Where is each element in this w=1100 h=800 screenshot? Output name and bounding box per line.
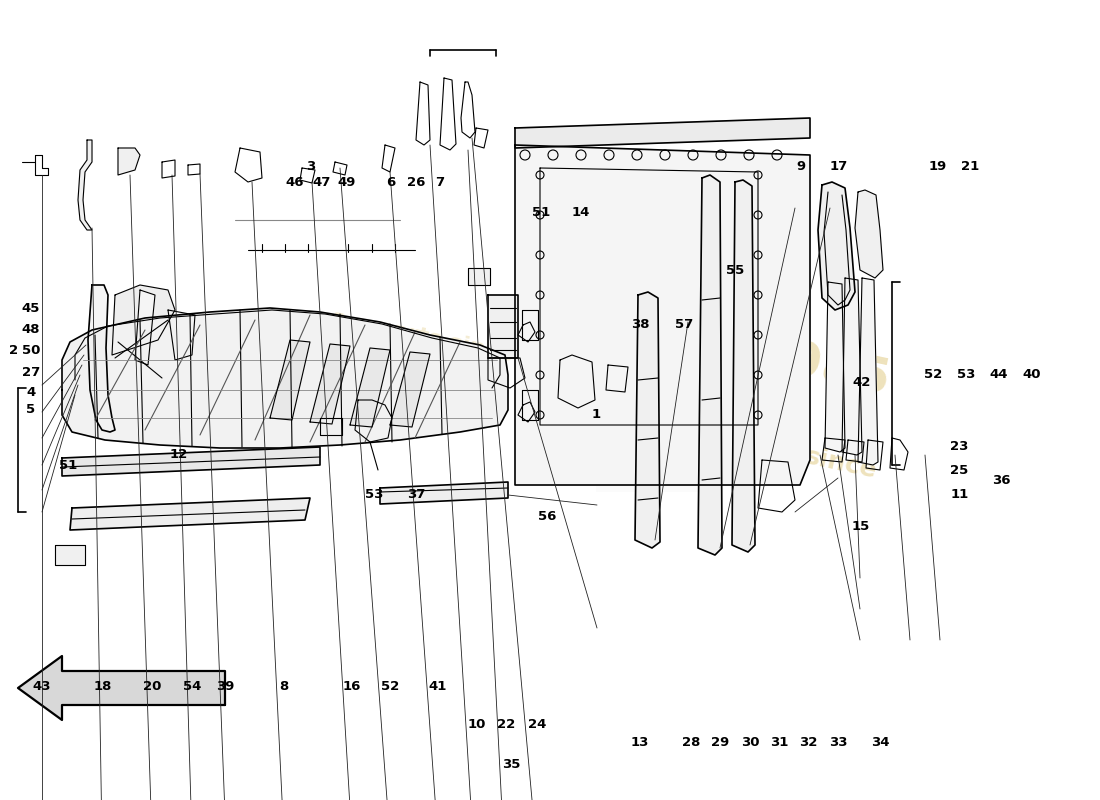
Text: 12: 12 [169,448,187,461]
Text: 30: 30 [741,736,759,749]
Text: 37: 37 [407,488,425,501]
Polygon shape [55,545,85,565]
Text: 11: 11 [950,488,968,501]
Text: 3: 3 [306,160,315,173]
Text: 18: 18 [94,680,111,693]
Polygon shape [118,148,140,175]
Polygon shape [635,292,660,548]
Polygon shape [270,340,310,420]
Text: 41: 41 [429,680,447,693]
Text: 16: 16 [343,680,361,693]
Text: 40: 40 [1023,368,1041,381]
Text: 49: 49 [338,176,355,189]
Text: 7: 7 [436,176,444,189]
Polygon shape [70,498,310,530]
Text: 26: 26 [407,176,425,189]
Polygon shape [842,278,862,455]
Polygon shape [818,182,855,310]
Text: 53: 53 [957,368,975,381]
Polygon shape [379,482,508,504]
Polygon shape [320,418,342,435]
Text: 1985: 1985 [748,330,894,406]
Polygon shape [112,285,175,355]
Text: 1: 1 [592,408,601,421]
Polygon shape [858,278,878,465]
Text: 31: 31 [770,736,788,749]
Text: 57: 57 [675,318,693,330]
Text: F: F [583,282,781,550]
Text: 21: 21 [961,160,979,173]
Text: 36: 36 [992,474,1010,486]
Text: 43: 43 [33,680,51,693]
Text: 54: 54 [184,680,201,693]
Text: 2: 2 [9,344,18,357]
Text: 4: 4 [26,386,35,398]
Text: 51: 51 [59,459,77,472]
Polygon shape [310,344,350,424]
Text: 53: 53 [365,488,383,501]
Text: 27: 27 [22,366,40,378]
Text: 25: 25 [950,464,968,477]
Text: 20: 20 [143,680,161,693]
Text: 10: 10 [468,718,485,730]
Polygon shape [135,290,155,365]
Text: 39: 39 [217,680,234,693]
Text: 45: 45 [22,302,40,314]
Polygon shape [732,180,755,552]
Text: 46: 46 [286,176,304,189]
Polygon shape [18,656,226,720]
Polygon shape [855,190,883,278]
Text: 52: 52 [382,680,399,693]
Text: 6: 6 [386,176,395,189]
Text: 55: 55 [726,264,744,277]
Polygon shape [825,282,845,452]
Text: 44: 44 [990,368,1008,381]
Text: 56: 56 [538,510,556,522]
Text: 13: 13 [631,736,649,749]
Text: 24: 24 [528,718,546,730]
Text: 5: 5 [26,403,35,416]
Text: since: since [803,445,880,483]
Polygon shape [390,352,430,427]
Text: 17: 17 [829,160,847,173]
Text: 35: 35 [503,758,520,770]
Text: 19: 19 [928,160,946,173]
Text: 48: 48 [22,323,40,336]
Polygon shape [515,118,810,148]
Text: 29: 29 [712,736,729,749]
Text: 14: 14 [572,206,590,218]
Polygon shape [62,447,320,476]
Text: 32: 32 [800,736,817,749]
Text: 38: 38 [631,318,649,330]
Polygon shape [698,175,722,555]
Text: 23: 23 [950,440,968,453]
Text: 33: 33 [829,736,847,749]
Text: 9: 9 [796,160,805,173]
Text: 42: 42 [852,376,870,389]
Text: 15: 15 [851,520,869,533]
Text: 52: 52 [924,368,942,381]
Polygon shape [350,348,390,427]
Text: 28: 28 [682,736,700,749]
Polygon shape [88,285,116,432]
Text: 8: 8 [279,680,288,693]
Polygon shape [468,268,490,285]
Text: a    parts since: a parts since [330,307,515,365]
Polygon shape [515,145,810,485]
Text: 47: 47 [312,176,330,189]
Polygon shape [488,295,518,358]
Text: 34: 34 [871,736,889,749]
Polygon shape [62,308,508,448]
Polygon shape [78,140,92,230]
Text: 51: 51 [532,206,550,218]
Text: 22: 22 [497,718,515,730]
Text: 50: 50 [22,344,40,357]
